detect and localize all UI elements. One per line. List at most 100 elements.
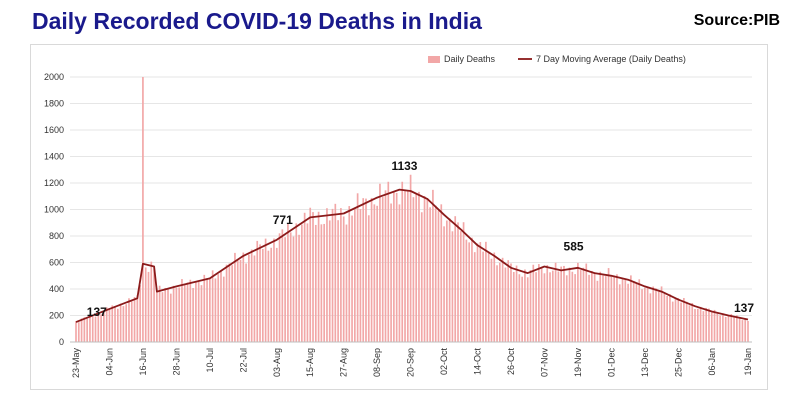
bar [245, 263, 247, 342]
bar [281, 229, 284, 342]
bar [393, 191, 395, 342]
x-tick-label: 10-Jul [205, 348, 215, 373]
bar [571, 271, 574, 342]
bar [169, 293, 172, 342]
bar [111, 305, 114, 342]
legend-swatch-bar [428, 56, 440, 63]
bar [602, 275, 604, 342]
bar [420, 212, 423, 342]
bar [471, 237, 473, 342]
header: Daily Recorded COVID-19 Deaths in India … [0, 0, 800, 44]
bar [710, 312, 713, 342]
annotation-label: 1133 [391, 159, 417, 173]
bar [370, 197, 373, 342]
bar [178, 287, 181, 342]
bar [501, 257, 504, 342]
bar [727, 315, 730, 342]
bar [459, 231, 462, 342]
bar [591, 270, 593, 342]
bar [94, 316, 97, 342]
bar [309, 207, 312, 342]
bar [306, 223, 309, 342]
bar [147, 271, 150, 342]
bar [158, 285, 161, 342]
bar [340, 208, 342, 342]
bar [77, 322, 80, 342]
bar [694, 309, 696, 342]
bar [733, 317, 735, 342]
x-tick-label: 19-Nov [573, 348, 583, 378]
bar [342, 216, 345, 342]
bar [512, 271, 515, 342]
bar [440, 204, 443, 342]
bar [696, 308, 699, 342]
x-tick-label: 14-Oct [473, 348, 483, 376]
bar [119, 303, 122, 342]
bar [738, 317, 741, 342]
bar [554, 262, 557, 342]
legend-label: Daily Deaths [444, 54, 496, 64]
x-tick-label: 04-Jun [104, 348, 114, 376]
bar [156, 290, 158, 342]
bar [429, 207, 431, 342]
y-tick-label: 1800 [44, 99, 64, 109]
bar [663, 293, 666, 342]
bar [200, 285, 203, 342]
bar [167, 288, 169, 342]
x-tick-label: 28-Jun [171, 348, 181, 376]
bar [103, 310, 105, 342]
bar [599, 271, 602, 342]
bar [387, 181, 390, 342]
y-tick-label: 600 [49, 258, 64, 268]
bar [242, 252, 245, 342]
bar [248, 254, 250, 342]
bar [579, 270, 582, 342]
annotation-label: 137 [734, 301, 754, 315]
bar [284, 237, 286, 342]
bar [398, 204, 401, 342]
y-tick-label: 1200 [44, 178, 64, 188]
annotation-label: 771 [273, 213, 293, 227]
x-tick-label: 16-Jun [138, 348, 148, 376]
bar [153, 268, 155, 342]
bar [657, 291, 660, 342]
bar [328, 220, 331, 342]
bar [457, 222, 459, 342]
bar [616, 274, 618, 342]
bar [685, 301, 688, 342]
bar [409, 174, 412, 342]
bar [381, 196, 384, 342]
bar [275, 247, 278, 342]
bar [172, 285, 175, 342]
x-tick-label: 19-Jan [743, 348, 753, 376]
bar [604, 276, 607, 342]
bar [175, 287, 178, 342]
x-tick-label: 22-Jul [238, 348, 248, 373]
x-tick-label: 01-Dec [606, 348, 616, 378]
bar [116, 308, 119, 342]
bar [736, 315, 738, 342]
bar [482, 251, 484, 342]
bar [139, 285, 141, 342]
y-tick-label: 1600 [44, 125, 64, 135]
x-tick-label: 27-Aug [339, 348, 349, 377]
x-tick-label: 07-Nov [539, 348, 549, 378]
bar [250, 249, 253, 342]
y-tick-label: 0 [59, 337, 64, 347]
bar [100, 314, 102, 342]
bar [613, 275, 615, 342]
bar [627, 283, 629, 342]
bar [314, 224, 317, 342]
bar [142, 77, 144, 342]
bar [270, 247, 273, 342]
bar [624, 279, 627, 342]
bar [295, 223, 298, 342]
bar [524, 269, 526, 342]
bar [666, 295, 668, 342]
bar [186, 282, 189, 342]
bar [479, 242, 482, 342]
legend-label: 7 Day Moving Average (Daily Deaths) [536, 54, 686, 64]
bar [362, 198, 365, 342]
bar [89, 314, 91, 342]
bar [540, 267, 543, 342]
